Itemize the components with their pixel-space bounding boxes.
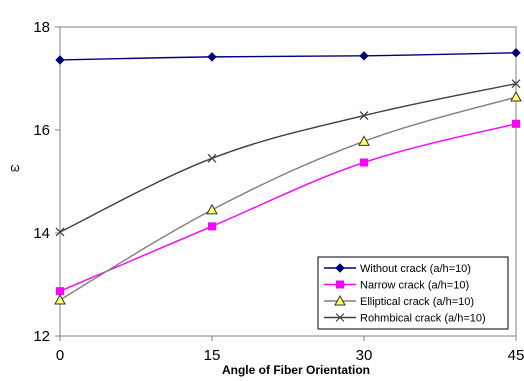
plot-area: [59, 26, 517, 337]
data-point: [54, 293, 66, 305]
data-point: [358, 135, 370, 146]
y-axis-title: ω: [10, 161, 19, 175]
data-point: [512, 119, 520, 128]
legend-marker: [336, 280, 344, 289]
x-tick-label: 0: [56, 347, 64, 364]
y-tick-label: 18: [33, 19, 50, 36]
y-tick-label: 12: [33, 328, 50, 345]
legend: Without crack (a/h=10) Narrow crack (a/h=…: [317, 256, 509, 330]
x-tick-label: 30: [356, 347, 373, 364]
x-axis-title: Angle of Fiber Orientation: [222, 363, 370, 377]
x-axis-ticks: 0 15 30 45: [56, 336, 524, 364]
legend-marker: [335, 263, 345, 273]
series-line: [59, 123, 517, 292]
data-point: [55, 227, 65, 237]
x-tick-label: 45: [508, 347, 524, 364]
legend-marker: [335, 313, 345, 322]
data-point: [207, 153, 217, 163]
data-point: [55, 55, 65, 65]
legend-marker: [334, 294, 346, 306]
legend-label: Without crack (a/h=10): [360, 263, 471, 275]
data-point: [56, 287, 64, 296]
data-point: [206, 203, 218, 215]
legend-label: Rohmbical crack (a/h=10): [360, 313, 486, 325]
series-2: [56, 119, 520, 296]
data-point: [360, 158, 368, 167]
legend-label: Elliptical crack (a/h=10): [360, 296, 474, 308]
data-point: [510, 91, 522, 102]
series-line: [59, 96, 517, 301]
y-tick-label: 14: [33, 225, 50, 242]
legend-item: Elliptical crack (a/h=10): [324, 294, 474, 308]
legend-item: Without crack (a/h=10): [324, 263, 471, 275]
data-point: [511, 79, 521, 89]
data-point: [359, 111, 369, 121]
series-group: [54, 48, 522, 305]
legend-label: Narrow crack (a/h=10): [360, 280, 469, 292]
y-axis-ticks: 12 14 16 18: [33, 19, 60, 345]
data-point: [207, 52, 217, 62]
series-line: [59, 52, 517, 61]
series-4: [55, 79, 521, 237]
data-point: [511, 48, 521, 58]
legend-item: Narrow crack (a/h=10): [324, 280, 469, 292]
y-tick-label: 16: [33, 122, 50, 139]
x-tick-label: 15: [204, 347, 221, 364]
series-line: [59, 82, 517, 233]
series-1: [55, 48, 521, 65]
series-3: [54, 91, 522, 305]
legend-item: Rohmbical crack (a/h=10): [324, 313, 486, 325]
data-point: [359, 51, 369, 61]
data-point: [208, 222, 216, 231]
